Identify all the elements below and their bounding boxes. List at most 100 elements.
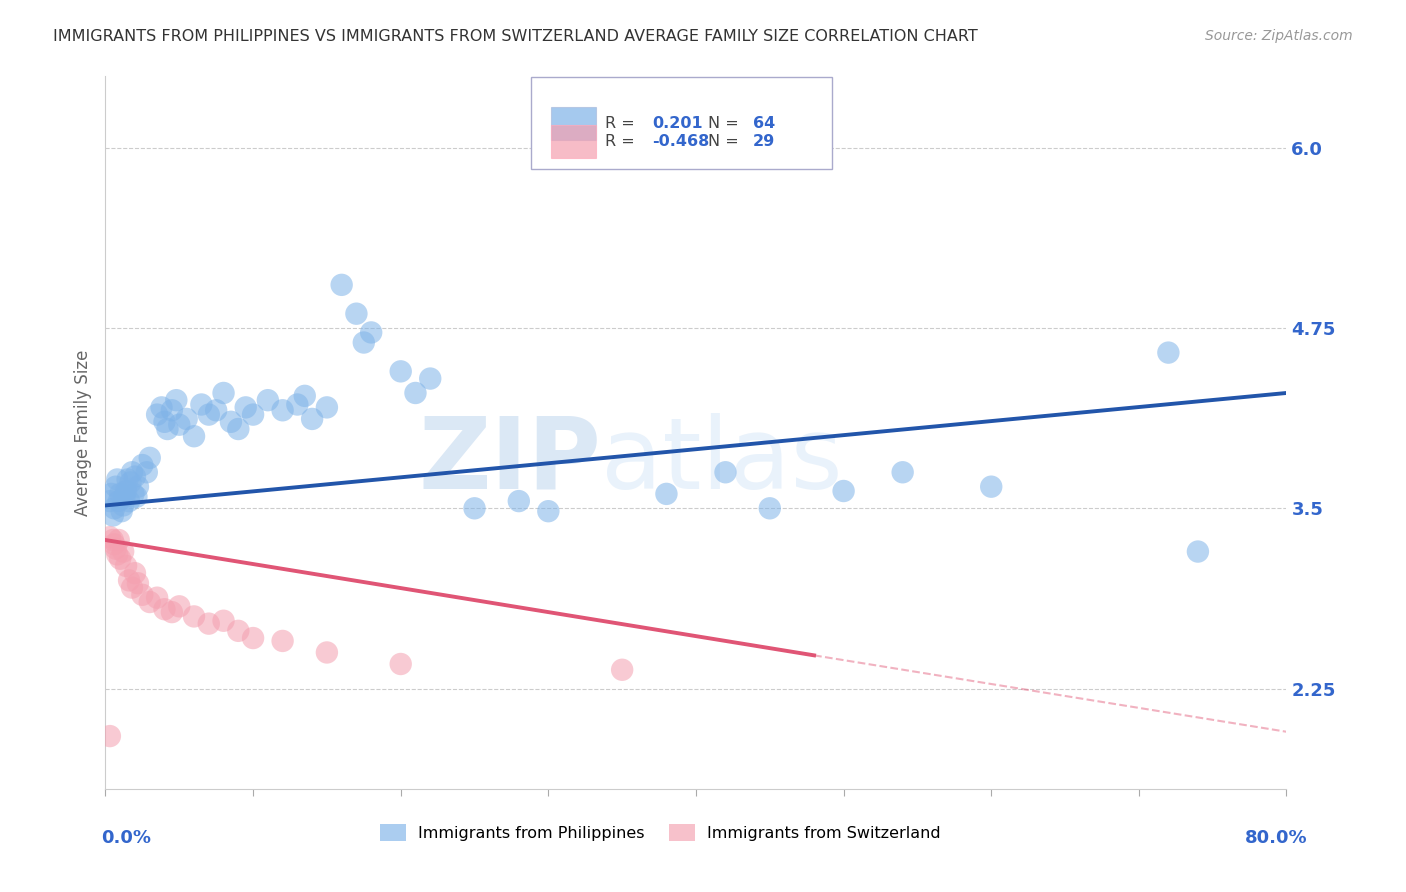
Point bbox=[315, 645, 337, 659]
Text: Source: ZipAtlas.com: Source: ZipAtlas.com bbox=[1205, 29, 1353, 43]
Point bbox=[115, 558, 138, 573]
Point bbox=[235, 401, 257, 415]
Point bbox=[183, 429, 205, 443]
Point bbox=[330, 277, 353, 292]
Legend: Immigrants from Philippines, Immigrants from Switzerland: Immigrants from Philippines, Immigrants … bbox=[373, 816, 949, 849]
Point bbox=[508, 494, 530, 508]
Point bbox=[156, 422, 179, 436]
Point bbox=[98, 729, 121, 743]
Point bbox=[98, 494, 121, 508]
Point bbox=[114, 490, 136, 504]
Point bbox=[150, 401, 173, 415]
Point bbox=[169, 417, 191, 432]
Text: 80.0%: 80.0% bbox=[1244, 830, 1308, 847]
Point bbox=[714, 465, 737, 479]
Y-axis label: Average Family Size: Average Family Size bbox=[73, 350, 91, 516]
Point bbox=[257, 393, 280, 408]
Point bbox=[122, 487, 145, 501]
Point bbox=[138, 450, 162, 465]
Point bbox=[103, 501, 125, 516]
Text: 0.201: 0.201 bbox=[652, 116, 703, 131]
Point bbox=[121, 465, 143, 479]
Point bbox=[98, 530, 121, 544]
Point bbox=[104, 541, 127, 556]
Point bbox=[655, 487, 678, 501]
Point bbox=[104, 480, 127, 494]
Point bbox=[242, 631, 264, 645]
Point bbox=[131, 588, 153, 602]
Point bbox=[346, 307, 368, 321]
Point bbox=[153, 602, 176, 616]
Point bbox=[228, 422, 250, 436]
Point bbox=[100, 487, 122, 501]
Text: ZIP: ZIP bbox=[419, 413, 602, 509]
Point bbox=[118, 494, 141, 508]
Point bbox=[125, 490, 148, 504]
Point bbox=[205, 403, 228, 417]
Point bbox=[1157, 345, 1180, 359]
Point bbox=[271, 634, 294, 648]
FancyBboxPatch shape bbox=[530, 78, 832, 169]
Text: N =: N = bbox=[707, 116, 738, 131]
Point bbox=[112, 499, 135, 513]
Point bbox=[271, 403, 294, 417]
Point bbox=[212, 386, 235, 401]
Point bbox=[112, 544, 135, 558]
Text: 64: 64 bbox=[752, 116, 775, 131]
Point bbox=[228, 624, 250, 638]
Point bbox=[124, 566, 146, 581]
Text: IMMIGRANTS FROM PHILIPPINES VS IMMIGRANTS FROM SWITZERLAND AVERAGE FAMILY SIZE C: IMMIGRANTS FROM PHILIPPINES VS IMMIGRANT… bbox=[53, 29, 979, 44]
Point bbox=[105, 473, 128, 487]
FancyBboxPatch shape bbox=[551, 107, 596, 140]
Point bbox=[301, 412, 323, 426]
Text: 0.0%: 0.0% bbox=[101, 830, 152, 847]
Point bbox=[832, 483, 855, 498]
Point bbox=[891, 465, 914, 479]
Point bbox=[610, 663, 633, 677]
Point bbox=[118, 574, 141, 588]
Point bbox=[117, 473, 139, 487]
Point bbox=[121, 581, 143, 595]
Point bbox=[101, 533, 124, 547]
Point bbox=[389, 657, 412, 671]
Point bbox=[759, 501, 782, 516]
Point bbox=[160, 605, 183, 619]
Point bbox=[1187, 544, 1209, 558]
Point bbox=[103, 537, 125, 551]
Text: R =: R = bbox=[605, 135, 634, 149]
Point bbox=[294, 389, 316, 403]
Point bbox=[980, 480, 1002, 494]
Point bbox=[353, 335, 375, 350]
Point bbox=[176, 412, 198, 426]
Point bbox=[111, 504, 134, 518]
FancyBboxPatch shape bbox=[551, 126, 596, 158]
Point bbox=[124, 469, 146, 483]
Point bbox=[101, 508, 124, 523]
Point bbox=[360, 326, 382, 340]
Point bbox=[110, 551, 132, 566]
Point bbox=[115, 483, 138, 498]
Point bbox=[146, 591, 169, 605]
Point bbox=[212, 614, 235, 628]
Point bbox=[389, 364, 412, 378]
Point bbox=[242, 408, 264, 422]
Point bbox=[405, 386, 427, 401]
Point bbox=[183, 609, 205, 624]
Point bbox=[315, 401, 337, 415]
Text: R =: R = bbox=[605, 116, 634, 131]
Point bbox=[419, 371, 441, 385]
Point bbox=[287, 397, 309, 411]
Point bbox=[219, 415, 242, 429]
Point bbox=[135, 465, 157, 479]
Point bbox=[165, 393, 187, 408]
Point bbox=[197, 616, 219, 631]
Point bbox=[190, 397, 212, 411]
Text: -0.468: -0.468 bbox=[652, 135, 710, 149]
Point bbox=[105, 548, 128, 562]
Point bbox=[127, 480, 149, 494]
Point bbox=[107, 494, 129, 508]
Point bbox=[153, 415, 176, 429]
Text: N =: N = bbox=[707, 135, 738, 149]
Point bbox=[537, 504, 560, 518]
Point bbox=[138, 595, 162, 609]
